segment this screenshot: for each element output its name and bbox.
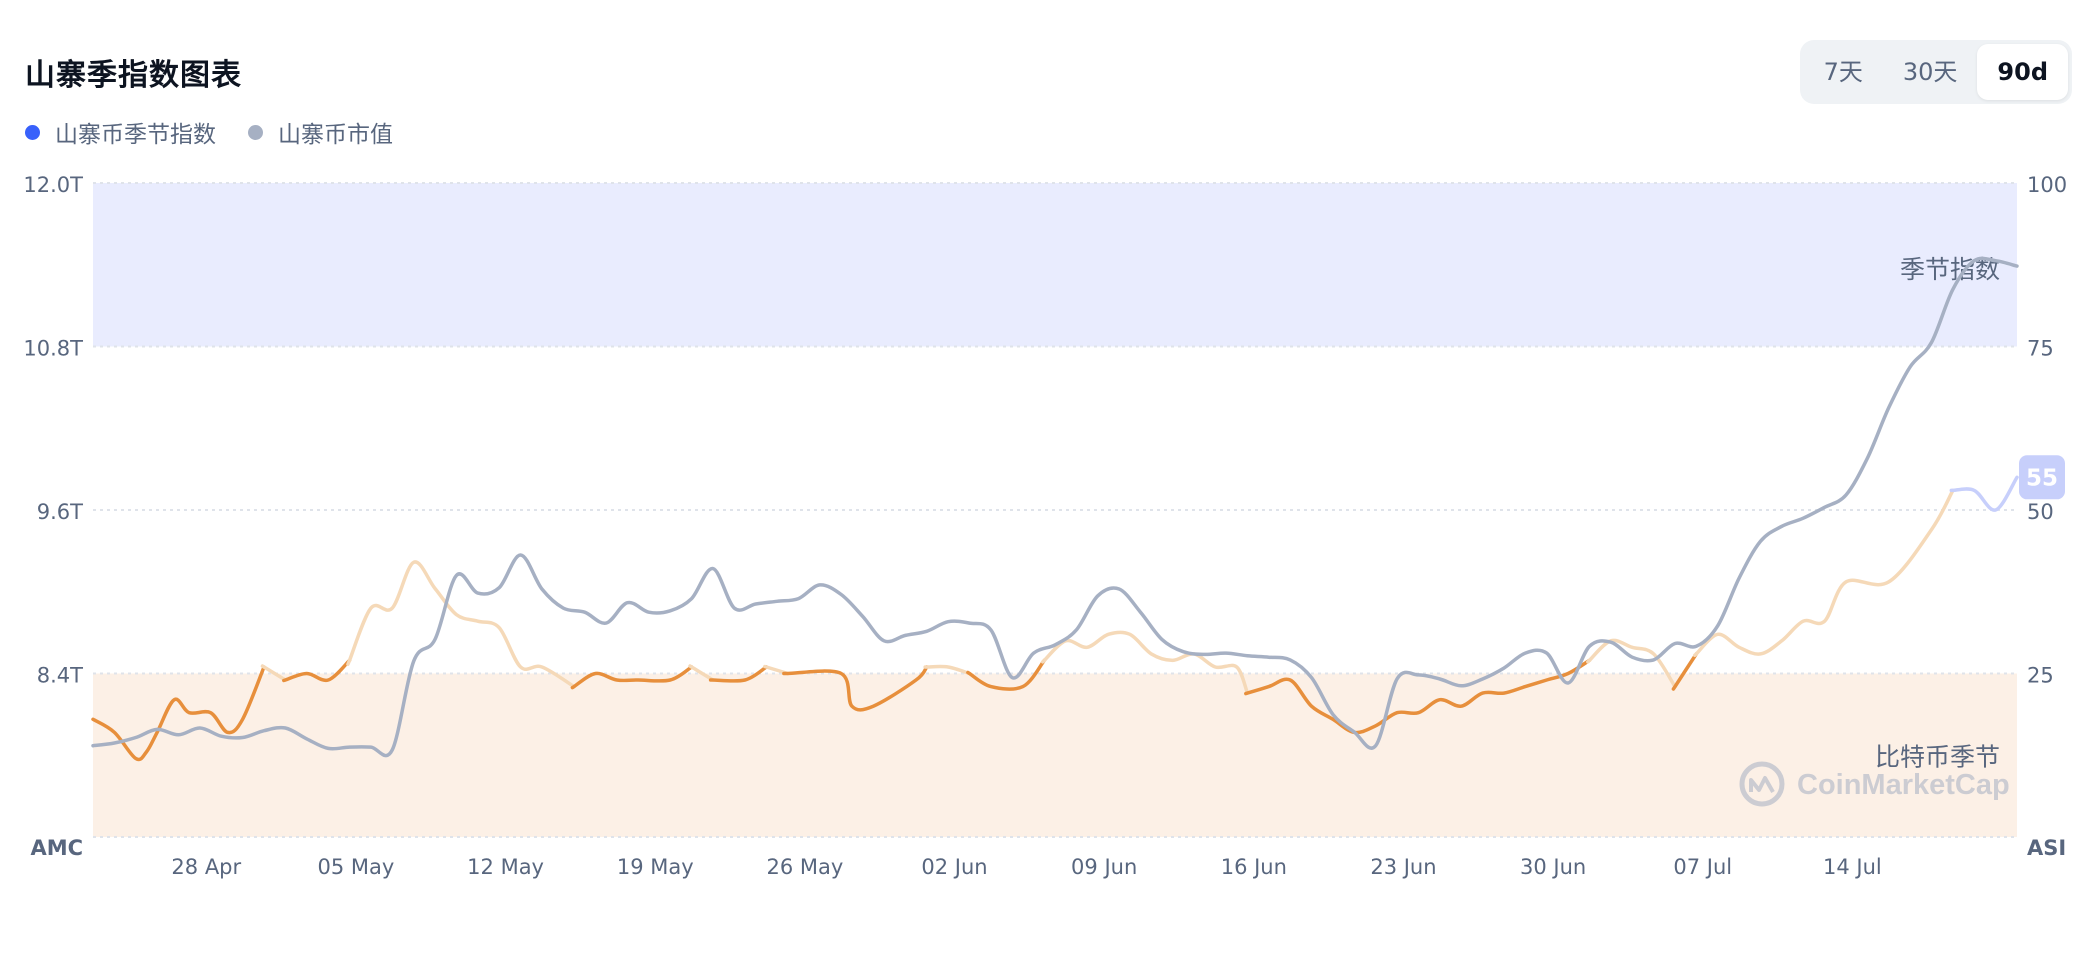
- left-axis: 12.0T 10.8T 9.6T 8.4T AMC: [23, 173, 83, 860]
- left-tick-label: 12.0T: [23, 173, 83, 197]
- left-tick-label: 8.4T: [37, 664, 83, 688]
- watermark: CoinMarketCap: [1739, 761, 2010, 807]
- legend-item-market-cap[interactable]: 山寨币市值: [248, 115, 393, 149]
- series-layer: [91, 256, 2019, 762]
- asi-line-segment: [1671, 652, 1699, 691]
- x-axis: 28 Apr 05 May 12 May 19 May 26 May 02 Jun 09 J…: [171, 855, 1881, 879]
- asi-line-segment: [688, 664, 715, 682]
- legend-label-market-cap: 山寨币市值: [278, 122, 393, 148]
- x-tick-label: 16 Jun: [1221, 855, 1287, 879]
- asi-line-segment: [923, 664, 972, 676]
- time-range-tabs: 7天 30天 90d: [1799, 40, 2072, 104]
- zone-band-1: [93, 673, 2017, 837]
- market-cap-line: [91, 256, 2019, 758]
- asi-line-segment: [91, 665, 266, 762]
- x-tick-label: 02 Jun: [921, 855, 987, 879]
- tab-30d[interactable]: 30天: [1902, 58, 1958, 86]
- asi-line-segment: [260, 664, 288, 682]
- left-tick-label: 9.6T: [37, 500, 83, 524]
- badge-value: 55: [2026, 465, 2058, 491]
- right-tick-label: 75: [2027, 337, 2054, 361]
- asi-line-segment: [282, 658, 352, 683]
- x-tick-label: 09 Jun: [1071, 855, 1137, 879]
- chart-legend: 山寨币季节指数 山寨币市值: [25, 115, 425, 149]
- asi-line-segment: [966, 658, 1047, 691]
- asi-line-segment: [1949, 475, 2019, 512]
- x-tick-label: 12 May: [467, 855, 544, 879]
- current-value-badge: 55: [2019, 455, 2065, 500]
- right-tick-label: 50: [2027, 500, 2054, 524]
- legend-label-asi: 山寨币季节指数: [55, 122, 216, 148]
- chart-title: 山寨季指数图表: [25, 58, 242, 93]
- asi-line-segment: [570, 665, 694, 690]
- asi-line-segment: [1244, 658, 1592, 735]
- x-tick-label: 19 May: [617, 855, 694, 879]
- right-axis-title: ASI: [2027, 836, 2066, 860]
- asi-line-segment: [763, 664, 790, 676]
- asi-line-segment: [1586, 638, 1677, 689]
- legend-dot-asi-icon: [25, 124, 40, 140]
- tab-90d[interactable]: 90d: [1977, 44, 2068, 100]
- asi-line-segment: [708, 665, 769, 683]
- x-tick-label: 07 Jul: [1673, 855, 1732, 879]
- badge-background: [2019, 455, 2065, 500]
- zone-band-0: [93, 183, 2017, 347]
- zone-label-1: 比特币季节: [1875, 743, 2000, 772]
- watermark-text: CoinMarketCap: [1797, 769, 2010, 801]
- x-tick-label: 23 Jun: [1370, 855, 1436, 879]
- legend-item-asi[interactable]: 山寨币季节指数: [25, 115, 216, 149]
- x-tick-label: 26 May: [766, 855, 843, 879]
- x-tick-label: 14 Jul: [1823, 855, 1882, 879]
- asi-line-segment: [346, 560, 576, 689]
- gridline-layer: [93, 182, 2017, 838]
- left-tick-label: 10.8T: [23, 337, 83, 361]
- coinmarketcap-logo-icon: [1739, 761, 1785, 807]
- right-tick-label: 25: [2027, 664, 2054, 688]
- legend-dot-market-cap-icon: [248, 124, 263, 140]
- x-tick-label: 30 Jun: [1520, 855, 1586, 879]
- right-tick-label: 100: [2027, 173, 2067, 197]
- tab-7d[interactable]: 7天: [1823, 58, 1863, 86]
- asi-line-segment: [1693, 488, 1955, 658]
- left-axis-title: AMC: [30, 836, 83, 860]
- asi-line-segment: [782, 665, 929, 712]
- x-tick-label: 28 Apr: [171, 855, 241, 879]
- x-tick-label: 05 May: [318, 855, 395, 879]
- right-axis: 100 75 50 25 ASI: [2027, 173, 2067, 860]
